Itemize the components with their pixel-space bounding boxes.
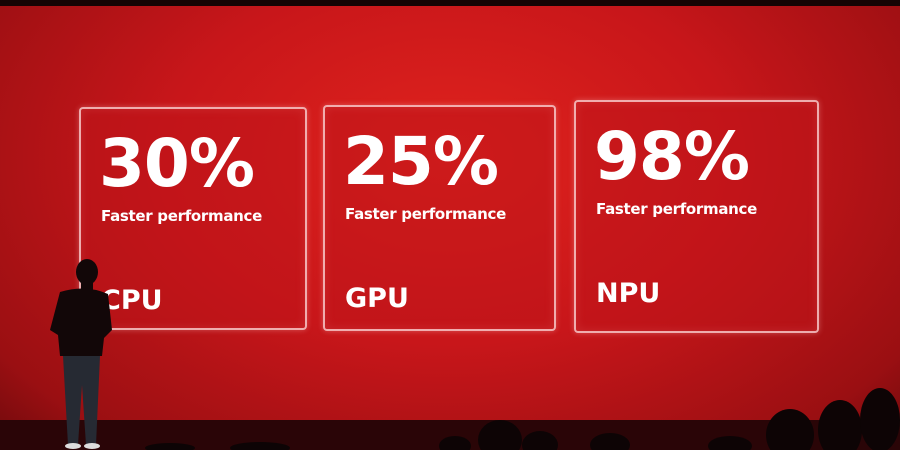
chip-name: CPU	[101, 285, 163, 316]
chip-name: NPU	[596, 278, 661, 309]
presenter	[50, 259, 112, 449]
metric-caption: Faster performance	[345, 205, 507, 223]
audience	[145, 388, 900, 450]
metric-value: 98%	[594, 118, 750, 195]
card: 98% Faster performance NPU	[574, 100, 819, 333]
card: 25% Faster performance GPU	[323, 105, 556, 331]
metric-caption: Faster performance	[101, 207, 263, 225]
metric-value: 30%	[99, 125, 255, 202]
metric-caption: Faster performance	[596, 200, 758, 218]
top-bar	[0, 0, 900, 6]
card: 30% Faster performance CPU	[79, 107, 307, 330]
metric-value: 25%	[343, 123, 499, 200]
chip-name: GPU	[345, 283, 409, 314]
